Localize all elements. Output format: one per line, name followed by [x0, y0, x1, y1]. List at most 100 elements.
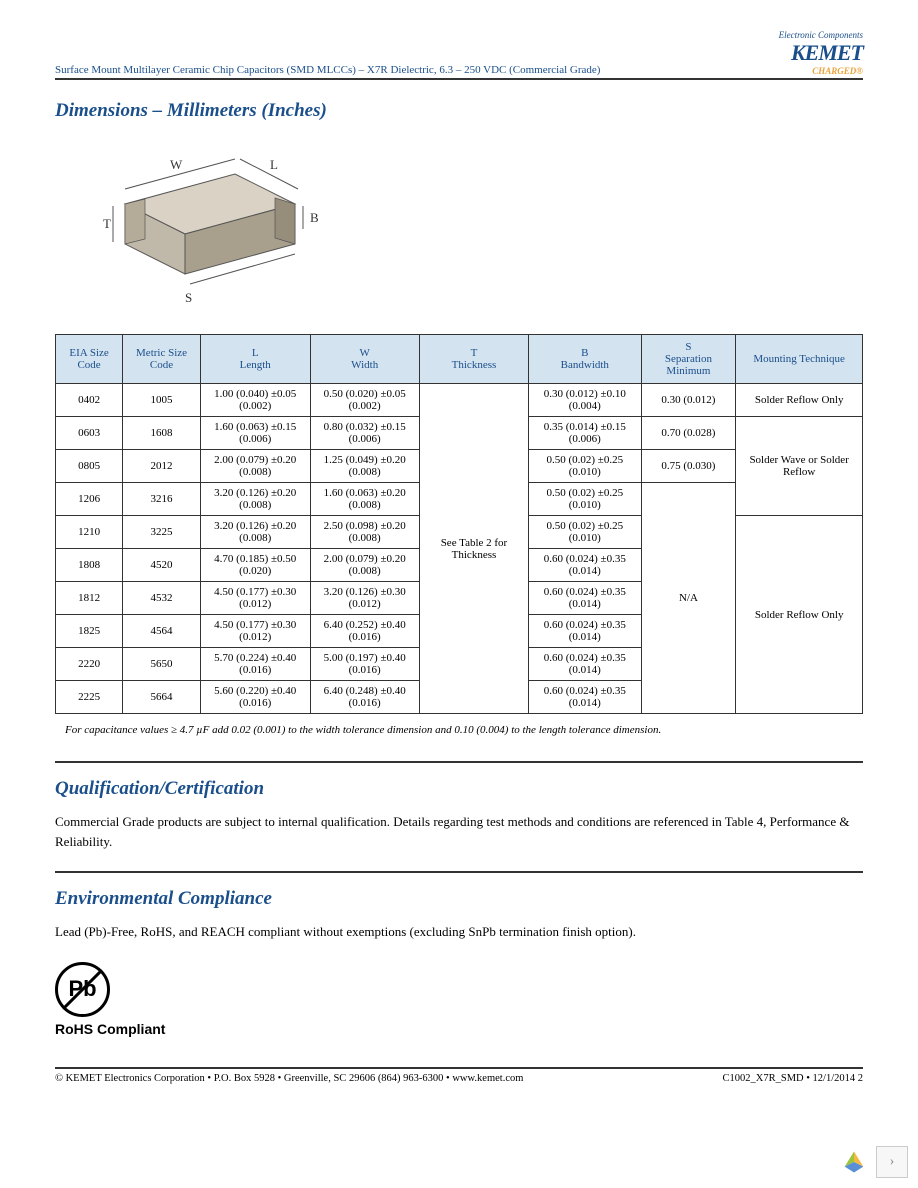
cell: 6.40 (0.248) ±0.40 (0.016): [310, 681, 419, 714]
doc-title: Surface Mount Multilayer Ceramic Chip Ca…: [55, 64, 600, 76]
cell: 0.50 (0.02) ±0.25 (0.010): [529, 450, 642, 483]
col-eia: EIA Size Code: [56, 335, 123, 384]
cell: 5.70 (0.224) ±0.40 (0.016): [200, 648, 310, 681]
logo-main: KEMET: [779, 40, 863, 66]
page: Surface Mount Multilayer Ceramic Chip Ca…: [0, 0, 918, 1084]
col-length: L Length: [200, 335, 310, 384]
cell: Solder Reflow Only: [736, 516, 863, 714]
qualification-body: Commercial Grade products are subject to…: [55, 812, 863, 851]
cell: 1812: [56, 582, 123, 615]
cell: 0.60 (0.024) ±0.35 (0.014): [529, 648, 642, 681]
cell: 1608: [123, 417, 201, 450]
col-bandwidth: B Bandwidth: [529, 335, 642, 384]
cell: Solder Wave or Solder Reflow: [736, 417, 863, 516]
viewer-logo-icon[interactable]: [840, 1148, 868, 1176]
svg-text:S: S: [185, 290, 192, 305]
chip-3d-icon: W L T B S: [65, 134, 325, 314]
environmental-body: Lead (Pb)-Free, RoHS, and REACH complian…: [55, 922, 863, 942]
cell: 1210: [56, 516, 123, 549]
cell: 3.20 (0.126) ±0.20 (0.008): [200, 483, 310, 516]
cell: 0.50 (0.02) ±0.25 (0.010): [529, 516, 642, 549]
header: Surface Mount Multilayer Ceramic Chip Ca…: [55, 30, 863, 80]
cell: 4.70 (0.185) ±0.50 (0.020): [200, 549, 310, 582]
section-qualification-title: Qualification/Certification: [55, 778, 863, 800]
col-width: W Width: [310, 335, 419, 384]
cell: 0.80 (0.032) ±0.15 (0.006): [310, 417, 419, 450]
cell: 4520: [123, 549, 201, 582]
cell: 2225: [56, 681, 123, 714]
cell: 3225: [123, 516, 201, 549]
cell: 0.60 (0.024) ±0.35 (0.014): [529, 549, 642, 582]
cell: 0.30 (0.012): [641, 384, 736, 417]
col-mounting: Mounting Technique: [736, 335, 863, 384]
page-footer: © KEMET Electronics Corporation • P.O. B…: [55, 1067, 863, 1084]
cell: 3216: [123, 483, 201, 516]
footer-left: © KEMET Electronics Corporation • P.O. B…: [55, 1073, 523, 1084]
divider: [55, 871, 863, 873]
cell: 2.00 (0.079) ±0.20 (0.008): [200, 450, 310, 483]
cell: 1005: [123, 384, 201, 417]
logo-tagline-top: Electronic Components: [779, 30, 863, 40]
cell: 0.60 (0.024) ±0.35 (0.014): [529, 615, 642, 648]
cell: 0.50 (0.020) ±0.05 (0.002): [310, 384, 419, 417]
section-dimensions-title: Dimensions – Millimeters (Inches): [55, 100, 863, 122]
chevron-right-icon: ›: [890, 1154, 895, 1170]
cell: 0.75 (0.030): [641, 450, 736, 483]
cell: 3.20 (0.126) ±0.20 (0.008): [200, 516, 310, 549]
cell: 1.25 (0.049) ±0.20 (0.008): [310, 450, 419, 483]
svg-text:T: T: [103, 216, 111, 231]
pb-free-icon: Pb: [55, 962, 110, 1017]
col-thickness: T Thickness: [419, 335, 528, 384]
cell: 2220: [56, 648, 123, 681]
next-page-button[interactable]: ›: [876, 1146, 908, 1178]
cell: 4.50 (0.177) ±0.30 (0.012): [200, 615, 310, 648]
col-separation: S Separation Minimum: [641, 335, 736, 384]
cell: 5.00 (0.197) ±0.40 (0.016): [310, 648, 419, 681]
cell: 4564: [123, 615, 201, 648]
divider: [55, 761, 863, 763]
cell: 5664: [123, 681, 201, 714]
cell: 1.60 (0.063) ±0.15 (0.006): [200, 417, 310, 450]
cell: 1.00 (0.040) ±0.05 (0.002): [200, 384, 310, 417]
capacitor-diagram: W L T B S: [65, 134, 863, 319]
cell: 4.50 (0.177) ±0.30 (0.012): [200, 582, 310, 615]
kemet-logo: Electronic Components KEMET CHARGED®: [779, 30, 863, 76]
cell: 1206: [56, 483, 123, 516]
svg-text:W: W: [170, 157, 183, 172]
cell: 3.20 (0.126) ±0.30 (0.012): [310, 582, 419, 615]
cell: 0.35 (0.014) ±0.15 (0.006): [529, 417, 642, 450]
cell: 0805: [56, 450, 123, 483]
footer-right: C1002_X7R_SMD • 12/1/2014 2: [723, 1073, 863, 1084]
cell: 0603: [56, 417, 123, 450]
table-body: 0402 1005 1.00 (0.040) ±0.05 (0.002) 0.5…: [56, 384, 863, 714]
cell: 5.60 (0.220) ±0.40 (0.016): [200, 681, 310, 714]
table-header: EIA Size Code Metric Size Code L Length …: [56, 335, 863, 384]
cell: 2012: [123, 450, 201, 483]
cell: N/A: [641, 483, 736, 714]
logo-tagline-bottom: CHARGED®: [779, 66, 863, 76]
cell: Solder Reflow Only: [736, 384, 863, 417]
cell: 1808: [56, 549, 123, 582]
cell: 2.00 (0.079) ±0.20 (0.008): [310, 549, 419, 582]
rohs-label: RoHS Compliant: [55, 1021, 165, 1037]
cell: 4532: [123, 582, 201, 615]
cell: 2.50 (0.098) ±0.20 (0.008): [310, 516, 419, 549]
cell: 1825: [56, 615, 123, 648]
cell: 1.60 (0.063) ±0.20 (0.008): [310, 483, 419, 516]
section-environmental-title: Environmental Compliance: [55, 888, 863, 910]
cell: 0.60 (0.024) ±0.35 (0.014): [529, 681, 642, 714]
dimensions-table: EIA Size Code Metric Size Code L Length …: [55, 334, 863, 714]
table-footnote: For capacitance values ≥ 4.7 µF add 0.02…: [65, 724, 863, 736]
thickness-cell: See Table 2 for Thickness: [419, 384, 528, 714]
cell: 0.70 (0.028): [641, 417, 736, 450]
cell: 0.30 (0.012) ±0.10 (0.004): [529, 384, 642, 417]
cell: 0.50 (0.02) ±0.25 (0.010): [529, 483, 642, 516]
cell: 6.40 (0.252) ±0.40 (0.016): [310, 615, 419, 648]
pb-text: Pb: [68, 976, 96, 1002]
cell: 0.60 (0.024) ±0.35 (0.014): [529, 582, 642, 615]
table-row: 0402 1005 1.00 (0.040) ±0.05 (0.002) 0.5…: [56, 384, 863, 417]
cell: 0402: [56, 384, 123, 417]
col-metric: Metric Size Code: [123, 335, 201, 384]
rohs-badge: Pb RoHS Compliant: [55, 962, 863, 1037]
svg-text:B: B: [310, 210, 319, 225]
